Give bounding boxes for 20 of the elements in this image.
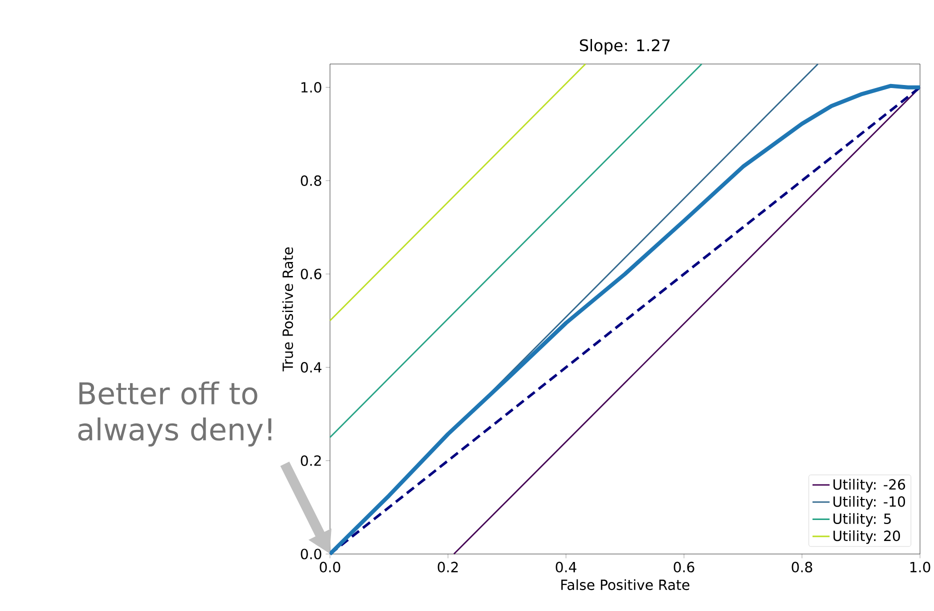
x-tick-label: 0.8 <box>792 562 812 572</box>
x-tick-label: 0.6 <box>674 562 694 572</box>
y-tick-label: 0.8 <box>300 175 322 186</box>
legend-label: Utility: -10 <box>833 496 906 510</box>
legend-label: Utility: 20 <box>833 530 900 544</box>
x-tick-label: 0.4 <box>556 562 576 572</box>
y-tick-label: 0.6 <box>300 268 322 280</box>
x-tick-label: 0.2 <box>438 562 458 572</box>
x-tick-label: 1.0 <box>910 562 930 572</box>
legend-label: Utility: 5 <box>833 513 891 527</box>
text: Better off to always deny! <box>78 381 272 446</box>
y-axis-title: True Positive Rate <box>282 247 294 372</box>
x-axis-title: False Positive Rate <box>561 579 690 590</box>
chart-title: Slope: 1.27 <box>580 38 670 54</box>
y-tick-label: 0.4 <box>300 362 322 373</box>
y-tick-label: 1.0 <box>301 82 322 93</box>
x-tick-label: 0.0 <box>320 562 340 572</box>
y-tick-label: 0.2 <box>300 455 321 466</box>
y-tick-label: 0.0 <box>300 548 322 560</box>
legend-label: Utility: -26 <box>833 478 906 492</box>
